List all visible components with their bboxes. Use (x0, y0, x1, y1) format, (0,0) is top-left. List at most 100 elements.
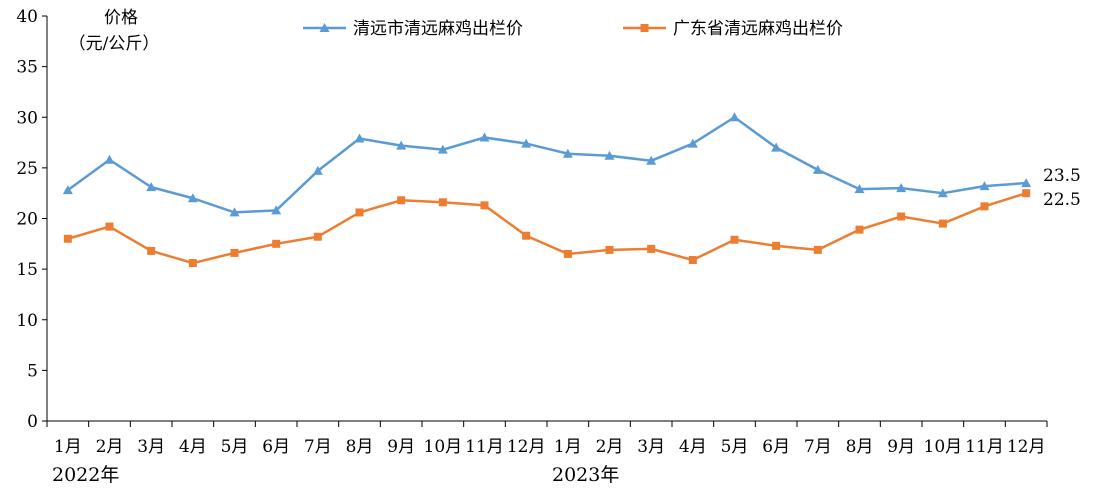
x-tick-label: 2月 (96, 437, 124, 457)
x-tick-label: 2月 (596, 437, 624, 457)
series-1: 23.5 (62, 112, 1081, 217)
series-line (67, 191, 1027, 265)
series-line (67, 116, 1027, 214)
x-tick-label: 7月 (804, 437, 832, 457)
data-point (980, 202, 989, 211)
x-tick-label: 5月 (721, 437, 749, 457)
y-tick-label: 0 (27, 412, 38, 432)
y-tick-label: 40 (16, 7, 38, 27)
x-group-label: 2023年 (552, 464, 619, 486)
legend-swatch-marker (640, 24, 649, 32)
data-point (230, 248, 239, 257)
data-point (396, 140, 407, 150)
data-point (563, 249, 572, 258)
data-point (354, 133, 365, 143)
legend-swatch-marker (319, 23, 330, 32)
data-point (729, 112, 740, 122)
x-tick-label: 3月 (637, 437, 665, 457)
data-point (604, 150, 615, 160)
data-point (522, 231, 531, 240)
y-tick-label: 25 (16, 159, 38, 179)
data-point (687, 138, 698, 148)
data-point (187, 193, 198, 203)
data-point (438, 198, 447, 207)
data-point (854, 184, 865, 194)
legend-label: 广东省清远麻鸡出栏价 (673, 19, 843, 39)
data-point (480, 201, 489, 210)
data-point (772, 241, 781, 250)
series-2: 22.5 (63, 189, 1081, 268)
data-point (646, 155, 657, 165)
data-point (562, 148, 573, 158)
data-point (647, 244, 656, 253)
y-tick-label: 5 (27, 361, 38, 381)
data-point (897, 212, 906, 221)
legend-item-1: 清远市清远麻鸡出栏价 (303, 19, 523, 39)
data-point (146, 182, 157, 192)
x-tick-label: 12月 (507, 437, 546, 457)
x-tick-label: 4月 (179, 437, 207, 457)
x-tick-label: 9月 (887, 437, 915, 457)
data-point (1021, 178, 1032, 188)
data-point (812, 164, 823, 174)
y-tick-label: 30 (16, 108, 38, 128)
data-point (937, 188, 948, 198)
x-tick-label: 1月 (54, 437, 82, 457)
x-tick-label: 8月 (846, 437, 874, 457)
x-tick-label: 10月 (924, 437, 963, 457)
data-point (355, 208, 364, 217)
data-point (896, 183, 907, 193)
x-tick-label: 12月 (1007, 437, 1046, 457)
legend-label: 清远市清远麻鸡出栏价 (353, 19, 523, 39)
data-point (271, 205, 282, 215)
x-tick-label: 3月 (137, 437, 165, 457)
data-point (313, 232, 322, 241)
end-value-label: 22.5 (1043, 190, 1081, 210)
y-tick-label: 20 (16, 210, 38, 230)
legend: 清远市清远麻鸡出栏价 广东省清远麻鸡出栏价 (303, 19, 843, 39)
y-tick-label: 15 (16, 260, 38, 280)
x-tick-label: 1月 (554, 437, 582, 457)
y-tick-label: 35 (16, 58, 38, 78)
data-point (855, 225, 864, 234)
data-point (62, 185, 73, 195)
data-point (437, 144, 448, 154)
y-axis-title: 价格 (104, 8, 138, 28)
x-tick-label: 11月 (965, 437, 1004, 457)
data-point (272, 239, 281, 248)
x-tick-label: 9月 (387, 437, 415, 457)
data-point (63, 234, 72, 243)
data-point (188, 259, 197, 268)
x-tick-label: 7月 (304, 437, 332, 457)
legend-item-2: 广东省清远麻鸡出栏价 (623, 19, 843, 39)
data-point (1022, 189, 1031, 198)
y-tick-label: 10 (16, 311, 38, 331)
data-point (938, 219, 947, 228)
x-tick-label: 5月 (221, 437, 249, 457)
data-point (979, 181, 990, 191)
data-point (229, 207, 240, 217)
x-group-label: 2022年 (52, 464, 119, 486)
data-point (771, 142, 782, 152)
data-point (397, 196, 406, 205)
data-point (147, 246, 156, 255)
data-point (312, 165, 323, 175)
data-point (688, 256, 697, 265)
data-point (521, 138, 532, 148)
x-tick-label: 6月 (762, 437, 790, 457)
data-point (104, 154, 115, 164)
data-point (730, 235, 739, 244)
x-tick-label: 8月 (346, 437, 374, 457)
x-tick-label: 11月 (465, 437, 504, 457)
x-tick-label: 4月 (679, 437, 707, 457)
data-point (605, 245, 614, 254)
data-point (479, 132, 490, 142)
end-value-label: 23.5 (1043, 166, 1081, 186)
x-tick-label: 6月 (262, 437, 290, 457)
data-point (813, 245, 822, 254)
data-point (105, 222, 114, 231)
y-axis-unit: （元/公斤） (69, 34, 160, 54)
x-tick-label: 10月 (424, 437, 463, 457)
